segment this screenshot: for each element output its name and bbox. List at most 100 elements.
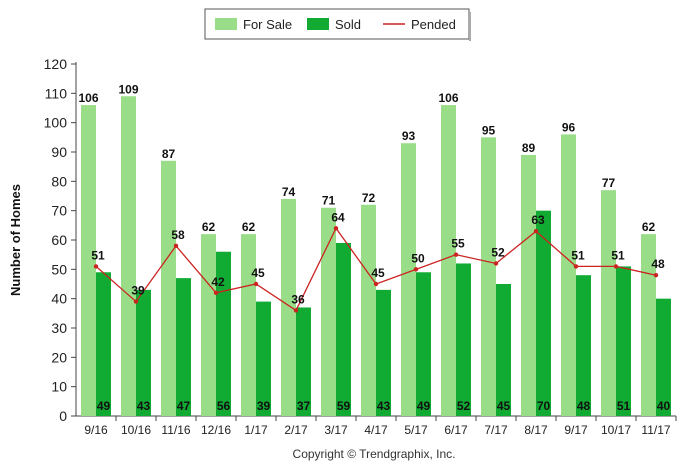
axes: 0 10 20 30 40 50 60 70 80 90 100 110 120 9/16 10/16 11/… (44, 56, 677, 437)
sold-value-label: 56 (217, 399, 231, 413)
pended-value-label: 39 (131, 284, 145, 298)
sold-bar (416, 272, 431, 416)
for-sale-bar (121, 96, 136, 417)
for-sale-bar (481, 137, 496, 417)
sold-bar (256, 301, 271, 416)
sold-value-label: 49 (97, 399, 111, 413)
for-sale-bars (81, 96, 656, 417)
for-sale-value-label: 74 (282, 185, 296, 199)
legend-swatch-sold (307, 18, 329, 30)
pended-value-label: 58 (171, 228, 185, 242)
for-sale-value-label: 93 (402, 129, 416, 143)
y-tick-label: 80 (51, 173, 67, 189)
for-sale-bar (201, 234, 216, 416)
for-sale-bar (521, 154, 536, 416)
x-tick-label: 1/17 (244, 423, 268, 437)
for-sale-value-label: 96 (562, 120, 576, 134)
y-tick-label: 50 (51, 261, 67, 277)
pended-value-label: 63 (531, 213, 545, 227)
pended-point (253, 281, 259, 287)
pended-line (93, 226, 659, 313)
pended-point (93, 264, 99, 269)
sold-value-label: 70 (537, 399, 551, 413)
pended-value-label: 51 (91, 248, 105, 262)
pended-point (493, 261, 499, 266)
for-sale-value-label: 95 (482, 123, 496, 137)
pended-point (573, 264, 579, 269)
sold-value-label: 39 (257, 399, 271, 413)
legend-label-sold: Sold (335, 17, 361, 32)
legend: For Sale Sold Pended (204, 8, 471, 41)
sold-bar (616, 266, 631, 416)
for-sale-value-label: 72 (362, 191, 376, 205)
for-sale-bar (561, 134, 576, 416)
sold-bar (656, 298, 671, 416)
y-tick-label: 30 (51, 320, 67, 336)
pended-point (373, 281, 379, 287)
for-sale-value-label: 106 (438, 91, 458, 105)
x-tick-label: 7/17 (484, 423, 508, 437)
for-sale-value-label: 62 (242, 220, 256, 234)
x-tick-label: 4/17 (364, 423, 388, 437)
legend-box (204, 8, 470, 40)
x-tick-label: 10/17 (601, 423, 631, 437)
for-sale-bar (241, 234, 256, 416)
pended-value-label: 45 (371, 266, 385, 280)
sold-value-label: 47 (177, 399, 191, 413)
y-tick-label: 10 (51, 379, 67, 395)
data-labels: 106 49 51 109 43 39 87 47 58 62 56 42 62 39 45 74 37 36 71… (78, 82, 670, 413)
y-tick-label: 0 (59, 408, 67, 424)
pended-point (173, 243, 179, 249)
pended-point (413, 267, 419, 272)
pended-value-label: 45 (251, 266, 265, 280)
copyright-text: Copyright © Trendgraphix, Inc. (293, 447, 456, 461)
sold-bar (536, 210, 551, 416)
pended-point (653, 273, 659, 278)
sold-value-label: 37 (297, 399, 311, 413)
pended-point (213, 290, 219, 295)
y-tick-label: 90 (51, 144, 67, 160)
for-sale-value-label: 106 (78, 91, 98, 105)
for-sale-bar (401, 143, 416, 416)
x-tick-label: 9/16 (84, 423, 108, 437)
sold-value-label: 43 (137, 399, 151, 413)
x-tick-label: 11/16 (161, 423, 190, 437)
pended-value-label: 36 (291, 292, 305, 306)
x-tick-label: 2/17 (284, 423, 308, 437)
pended-point (453, 252, 459, 257)
pended-value-label: 42 (211, 275, 225, 289)
sold-bar (376, 289, 391, 416)
sold-bar (456, 263, 471, 416)
sold-bar (496, 284, 511, 416)
sold-value-label: 40 (657, 399, 671, 413)
sold-value-label: 51 (617, 399, 631, 413)
for-sale-bar (441, 105, 456, 417)
pended-point (613, 264, 619, 269)
x-tick-label: 9/17 (564, 423, 588, 437)
sold-bar (336, 242, 351, 416)
sold-value-label: 59 (337, 399, 351, 413)
pended-value-label: 50 (411, 251, 425, 265)
pended-value-label: 64 (331, 210, 345, 224)
legend-label-pended: Pended (411, 17, 456, 32)
pended-point (293, 308, 299, 313)
pended-value-label: 55 (451, 237, 465, 251)
for-sale-value-label: 87 (162, 147, 176, 161)
sold-value-label: 49 (417, 399, 431, 413)
sold-bar (96, 272, 111, 416)
sold-bar (176, 278, 191, 416)
sold-value-label: 45 (497, 399, 511, 413)
legend-shadow (469, 12, 471, 41)
for-sale-bar (601, 190, 616, 416)
legend-swatch-for-sale (215, 18, 237, 30)
y-tick-label: 100 (44, 115, 68, 131)
for-sale-bar (321, 207, 336, 416)
for-sale-value-label: 62 (202, 220, 216, 234)
sold-bar (296, 307, 311, 416)
x-tick-label: 3/17 (324, 423, 348, 437)
for-sale-value-label: 62 (642, 220, 656, 234)
for-sale-value-label: 109 (118, 82, 138, 96)
sold-bar (136, 289, 151, 416)
pended-value-label: 48 (651, 257, 665, 271)
